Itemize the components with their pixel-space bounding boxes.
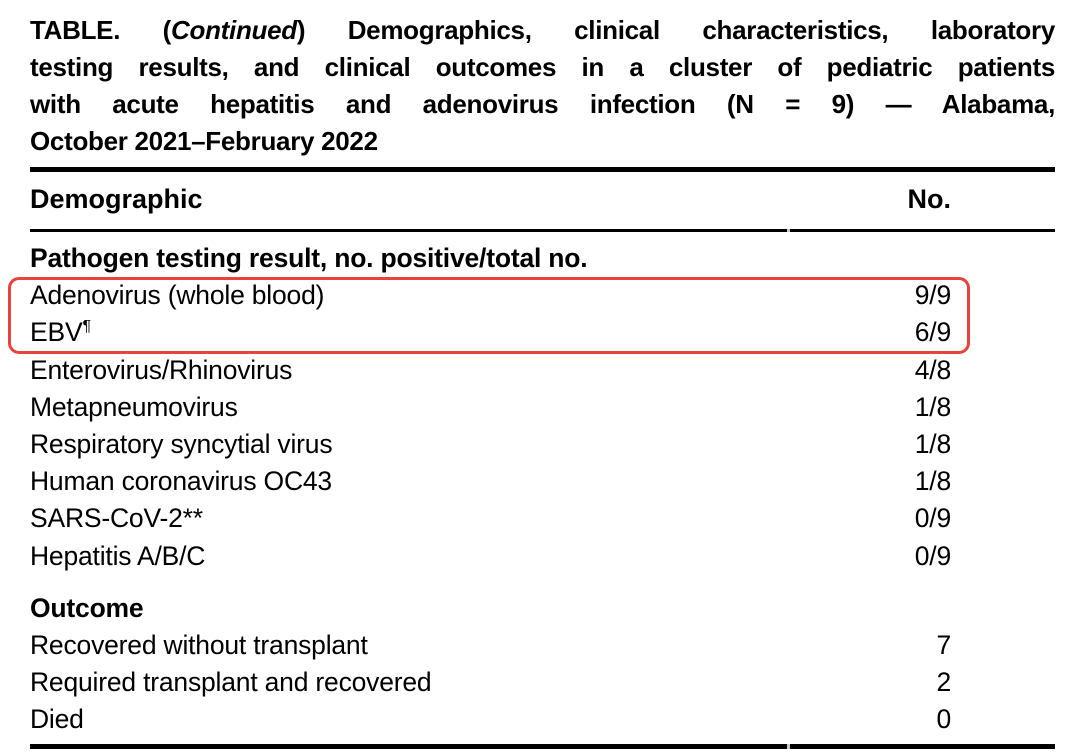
- header-rule: [30, 228, 1055, 232]
- row-label: Enterovirus/Rhinovirus: [30, 354, 293, 385]
- table-title-continued: Continued: [171, 15, 297, 45]
- table-row-died: Died 0: [30, 701, 1055, 738]
- row-value: 4/8: [914, 354, 951, 385]
- table-row-coronavirus-oc43: Human coronavirus OC43 1/8: [30, 463, 1055, 500]
- column-header-demographic: Demographic: [30, 183, 203, 214]
- row-value: 2: [936, 666, 951, 697]
- row-label: Metapneumovirus: [30, 391, 238, 422]
- table-title-line-1-rest: ) Demographics, clinical characteristics…: [296, 15, 1055, 45]
- row-value: 7: [936, 629, 951, 660]
- table-title-line-3: with acute hepatitis and adenovirus infe…: [30, 89, 1055, 119]
- row-label: Hepatitis A/B/C: [30, 540, 206, 571]
- table-row-sars-cov-2: SARS-CoV-2** 0/9: [30, 500, 1055, 537]
- table-row-required-transplant: Required transplant and recovered 2: [30, 664, 1055, 701]
- table-row-metapneumovirus: Metapneumovirus 1/8: [30, 389, 1055, 426]
- table-row-hepatitis-abc: Hepatitis A/B/C 0/9: [30, 538, 1055, 575]
- table-title-line-1: TABLE. (Continued) Demographics, clinica…: [30, 12, 1055, 49]
- row-label: Human coronavirus OC43: [30, 466, 332, 497]
- row-label: Adenovirus (whole blood): [30, 280, 325, 311]
- section-heading-pathogen: Pathogen testing result, no. positive/to…: [30, 242, 588, 273]
- row-value: 0: [936, 704, 951, 735]
- row-value: 1/8: [914, 391, 951, 422]
- outcome-rows: Recovered without transplant 7 Required …: [30, 627, 1055, 739]
- table-header-row: Demographic No.: [30, 184, 1055, 215]
- row-label: Died: [30, 704, 84, 735]
- row-value: 1/8: [914, 466, 951, 497]
- table-title-line-2: testing results, and clinical outcomes i…: [30, 52, 1055, 82]
- row-label: Required transplant and recovered: [30, 666, 432, 697]
- section-heading-outcome: Outcome: [30, 592, 144, 623]
- row-value: 0/9: [914, 503, 951, 534]
- table-row-ebv: EBV¶ 6/9: [30, 314, 1055, 351]
- row-label: SARS-CoV-2**: [30, 503, 203, 534]
- row-label: EBV¶: [30, 317, 91, 348]
- column-header-no: No.: [907, 183, 952, 214]
- table-row-enterovirus-rhinovirus: Enterovirus/Rhinovirus 4/8: [30, 352, 1055, 389]
- footnote-marker: ¶: [82, 318, 91, 336]
- pathogen-rows: Adenovirus (whole blood) 9/9 EBV¶ 6/9 En…: [30, 277, 1055, 575]
- table-row-recovered-without-transplant: Recovered without transplant 7: [30, 627, 1055, 664]
- bottom-rule: [30, 744, 1055, 749]
- row-label: Recovered without transplant: [30, 629, 368, 660]
- row-value: 6/9: [914, 317, 951, 348]
- row-value: 0/9: [914, 540, 951, 571]
- title-rule: [30, 167, 1055, 172]
- table-row-adenovirus: Adenovirus (whole blood) 9/9: [30, 277, 1055, 314]
- row-value: 9/9: [914, 280, 951, 311]
- table-row-rsv: Respiratory syncytial virus 1/8: [30, 426, 1055, 463]
- row-value: 1/8: [914, 428, 951, 459]
- row-label: Respiratory syncytial virus: [30, 428, 333, 459]
- table-title-prefix: TABLE. (: [30, 15, 172, 45]
- table-title-line-4: October 2021–February 2022: [30, 126, 378, 156]
- table-title: TABLE. (Continued) Demographics, clinica…: [30, 12, 1055, 160]
